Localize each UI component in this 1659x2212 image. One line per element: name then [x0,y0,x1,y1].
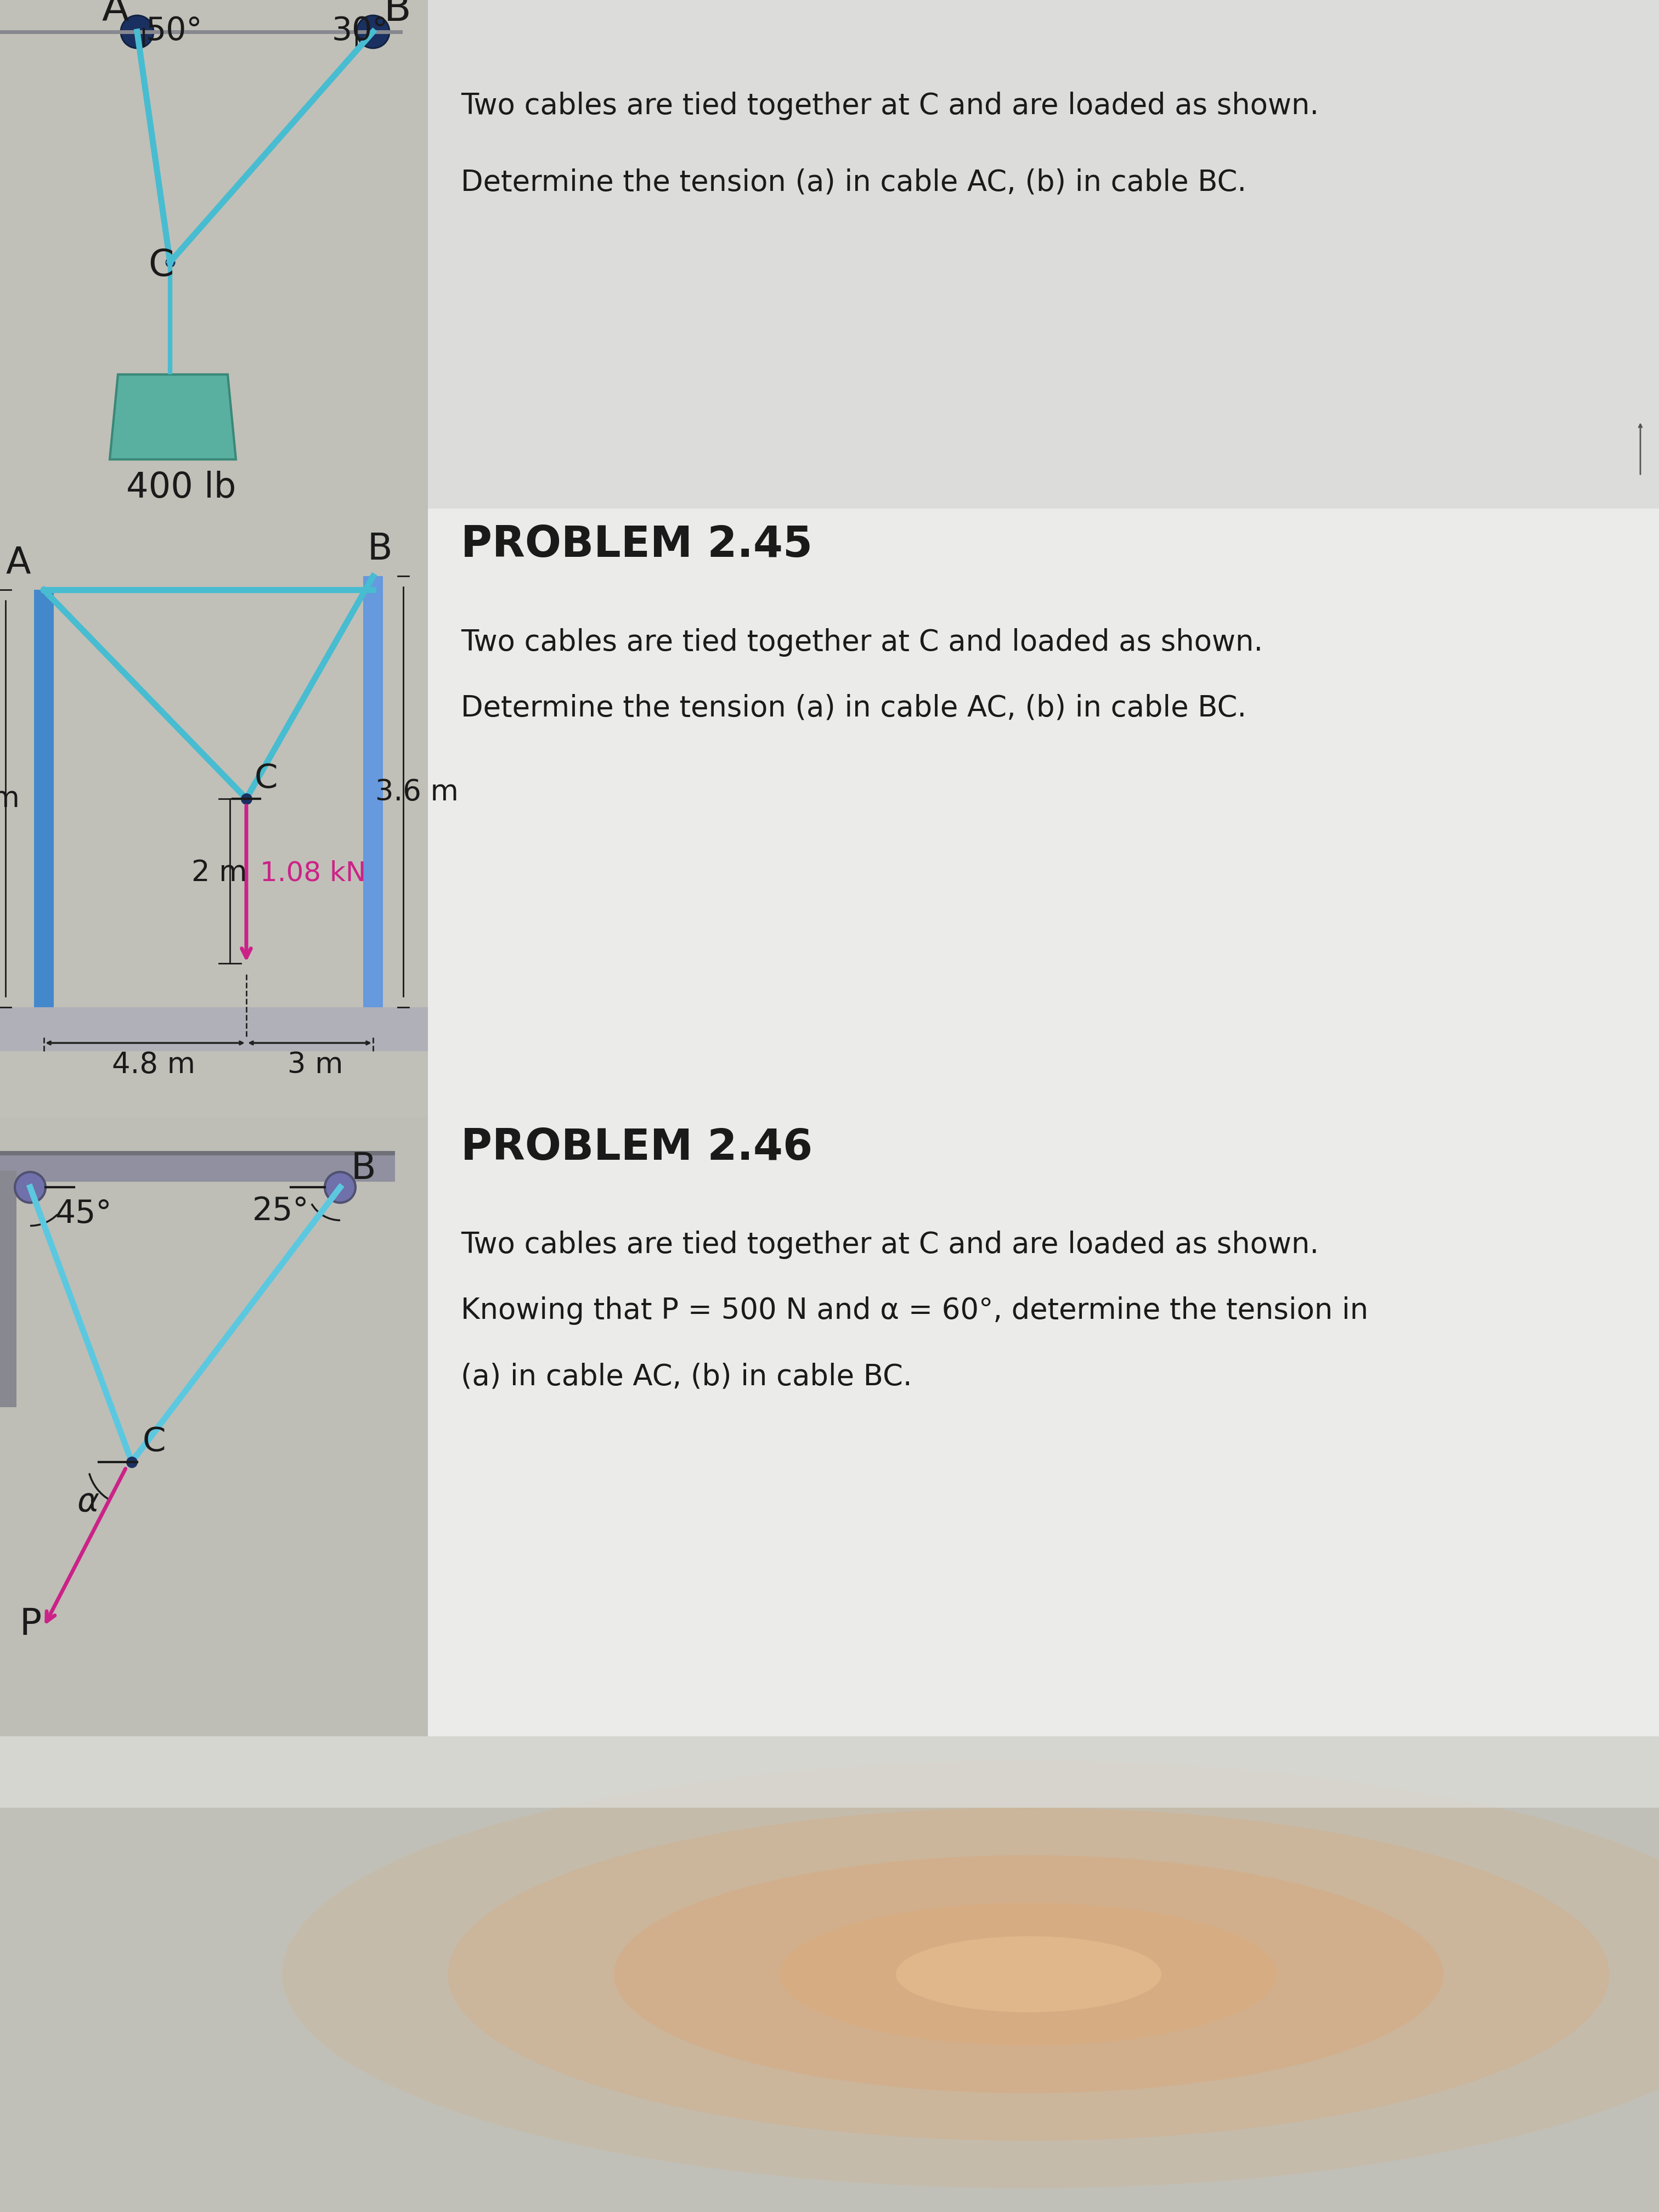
Bar [0,1117,428,1736]
Text: 1.08 kN: 1.08 kN [260,860,367,887]
Text: C: C [148,248,174,283]
Text: Two cables are tied together at C and loaded as shown.: Two cables are tied together at C and lo… [461,628,1262,657]
Text: PROBLEM 2.45: PROBLEM 2.45 [461,524,813,566]
Text: 3.6 m: 3.6 m [375,779,458,807]
Text: 25°: 25° [252,1197,309,1228]
Text: P: P [20,1606,41,1644]
Text: Determine the tension (a) in cable AC, (b) in cable BC.: Determine the tension (a) in cable AC, (… [461,168,1246,197]
Text: (a) in cable AC, (b) in cable BC.: (a) in cable AC, (b) in cable BC. [461,1363,912,1391]
Text: 50°: 50° [146,15,202,46]
Text: A: A [101,0,129,29]
Text: 3 m: 3 m [287,1051,343,1079]
Bar [0,1170,17,1407]
Circle shape [121,15,154,49]
Text: B: B [383,0,411,29]
Circle shape [357,15,390,49]
Text: Determine the tension (a) in cable AC, (b) in cable BC.: Determine the tension (a) in cable AC, (… [461,695,1246,723]
Circle shape [15,1172,45,1203]
Text: PROBLEM 2.46: PROBLEM 2.46 [461,1126,813,1168]
Text: 3.4 m: 3.4 m [0,785,20,812]
Bar [428,509,1659,1117]
Text: 30°: 30° [332,15,388,46]
Bar [0,1150,395,1155]
Text: Two cables are tied together at C and are loaded as shown.: Two cables are tied together at C and ar… [461,91,1319,119]
Bar [428,0,1659,509]
Text: 400 lb: 400 lb [126,471,236,504]
Bar [35,591,53,1006]
Text: Two cables are tied together at C and are loaded as shown.: Two cables are tied together at C and ar… [461,1230,1319,1259]
Text: α: α [76,1486,100,1517]
Circle shape [448,1807,1609,2141]
Bar [363,577,383,1006]
Bar [0,1006,428,1051]
Text: 4.8 m: 4.8 m [111,1051,196,1079]
Text: C: C [254,763,279,794]
Text: 2 m: 2 m [191,858,247,887]
Text: 45°: 45° [55,1199,111,1230]
Text: Knowing that P = 500 N and α = 60°, determine the tension in: Knowing that P = 500 N and α = 60°, dete… [461,1296,1369,1325]
Text: B: B [368,531,393,568]
Text: C: C [143,1427,166,1458]
Circle shape [614,1856,1443,2093]
Polygon shape [109,374,236,460]
Circle shape [896,1936,1161,2013]
Circle shape [325,1172,355,1203]
Bar [0,1736,1659,1807]
Bar [0,1152,395,1181]
Text: B: B [352,1150,377,1188]
Bar [0,509,428,1117]
Bar [428,1117,1659,1736]
Circle shape [780,1902,1277,2046]
Text: A: A [5,544,30,582]
Circle shape [282,1761,1659,2188]
